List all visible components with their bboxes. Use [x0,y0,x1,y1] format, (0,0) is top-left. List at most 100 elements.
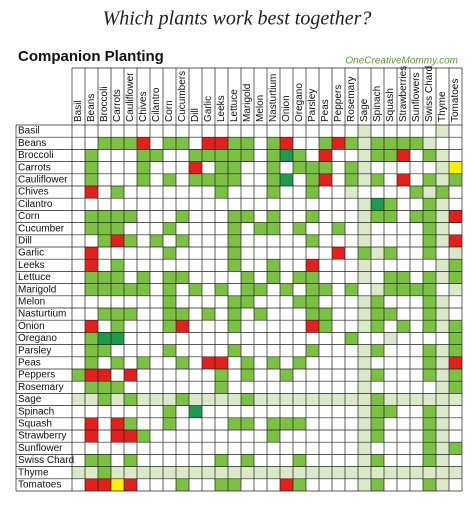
cell [111,332,124,345]
cell [137,430,150,443]
cell [423,393,436,406]
cell [371,295,384,308]
cell [85,344,98,357]
cell [358,430,371,443]
cell [189,405,202,418]
column-label: Carrots [112,89,123,122]
cell [189,393,202,406]
cell [124,393,137,406]
cell [371,149,384,162]
cell [267,173,280,186]
cell [371,454,384,467]
cell [124,210,137,223]
cell [280,417,293,430]
cell [228,234,241,247]
column-label: Dill [190,108,201,122]
cell [280,478,293,491]
cell [371,466,384,479]
column-label: Corn [164,100,175,122]
cell [111,259,124,272]
cell [98,308,111,321]
cell [111,137,124,150]
cell [306,186,319,199]
cell [215,466,228,479]
cell [436,234,449,247]
cell [449,442,462,455]
cell [358,369,371,382]
cell [410,466,423,479]
cell [228,320,241,333]
cell [98,210,111,223]
cell [241,271,254,284]
cell [423,149,436,162]
cell [306,308,319,321]
cell [293,356,306,369]
cell [267,271,280,284]
cell [384,271,397,284]
cell [98,393,111,406]
cell [436,381,449,394]
column-label: Oregano [294,83,305,122]
cell [423,320,436,333]
row-label: Onion [18,321,45,332]
cell [410,210,423,223]
cell [267,222,280,235]
cell [345,186,358,199]
cell [332,137,345,150]
cell [449,332,462,345]
cell [293,295,306,308]
cell [423,478,436,491]
row-label: Leeks [18,260,45,271]
cell [241,356,254,369]
cell [176,308,189,321]
cell [137,173,150,186]
cell [267,259,280,272]
cell [319,308,332,321]
cell [358,393,371,406]
cell [319,320,332,333]
cell [202,356,215,369]
column-label: Garlic [203,96,214,122]
cell [371,430,384,443]
cell [98,137,111,150]
row-label: Lettuce [18,272,51,283]
cell [371,198,384,211]
cell [319,393,332,406]
cell [423,271,436,284]
column-label: Thyme [437,91,448,122]
cell [124,466,137,479]
cell [358,210,371,223]
column-label: Sage [359,98,370,122]
cell [449,320,462,333]
cell [280,149,293,162]
row-label: Sage [18,394,42,405]
cell [215,186,228,199]
cell [423,466,436,479]
cell [293,161,306,174]
cell [202,466,215,479]
cell [293,466,306,479]
cell [384,149,397,162]
cell [306,283,319,296]
cell [423,283,436,296]
cell [189,173,202,186]
cell [449,283,462,296]
cell [254,466,267,479]
cell [384,283,397,296]
cell [384,198,397,211]
cell [293,222,306,235]
cell [176,234,189,247]
cell [72,369,85,382]
cell [215,393,228,406]
cell [85,149,98,162]
cell [436,430,449,443]
cell [228,417,241,430]
cell [267,186,280,199]
cell [215,454,228,467]
cell [436,393,449,406]
cell [163,466,176,479]
cell [423,198,436,211]
cell [176,466,189,479]
cell [306,161,319,174]
